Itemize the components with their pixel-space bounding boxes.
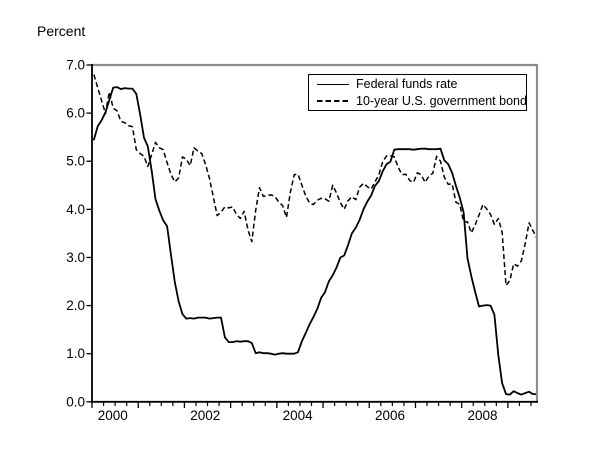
x-axis-ticks — [91, 402, 532, 408]
legend-entry-federal-funds-rate: Federal funds rate — [317, 76, 526, 93]
y-axis-tick-labels: 0.0 1.0 2.0 3.0 4.0 5.0 6.0 7.0 — [66, 58, 85, 410]
legend-label: Federal funds rate — [356, 76, 458, 91]
y-axis-tick-label: 0.0 — [66, 394, 85, 409]
dashed-line-sample-icon — [317, 100, 349, 102]
x-axis-tick-label: 2006 — [375, 408, 405, 423]
solid-line-sample-icon — [317, 83, 349, 85]
y-axis-tick-label: 3.0 — [66, 250, 85, 265]
y-axis-tick-label: 5.0 — [66, 154, 85, 169]
y-axis-unit-label: Percent — [37, 23, 86, 39]
y-axis-tick-label: 2.0 — [66, 298, 85, 313]
legend-label: 10-year U.S. government bond — [356, 93, 527, 108]
x-axis-tick-label: 2008 — [467, 408, 497, 423]
x-axis-tick-label: 2004 — [283, 408, 314, 423]
y-axis-ticks — [86, 64, 92, 403]
y-axis-tick-label: 4.0 — [66, 202, 85, 217]
x-axis-tick-label: 2000 — [98, 408, 128, 423]
series-10-year-government-bond-line — [93, 74, 538, 287]
y-axis-tick-label: 1.0 — [66, 346, 85, 361]
y-axis-tick-label: 7.0 — [66, 58, 85, 73]
series-federal-funds-rate-line — [93, 86, 538, 396]
legend-box: Federal funds rate 10-year U.S. governme… — [308, 74, 527, 111]
legend-entry-10-year-government-bond: 10-year U.S. government bond — [317, 93, 527, 110]
y-axis-tick-label: 6.0 — [66, 106, 85, 121]
x-axis-tick-labels: 2000 2002 2004 2006 2008 — [98, 408, 498, 423]
x-axis-tick-label: 2002 — [190, 408, 220, 423]
